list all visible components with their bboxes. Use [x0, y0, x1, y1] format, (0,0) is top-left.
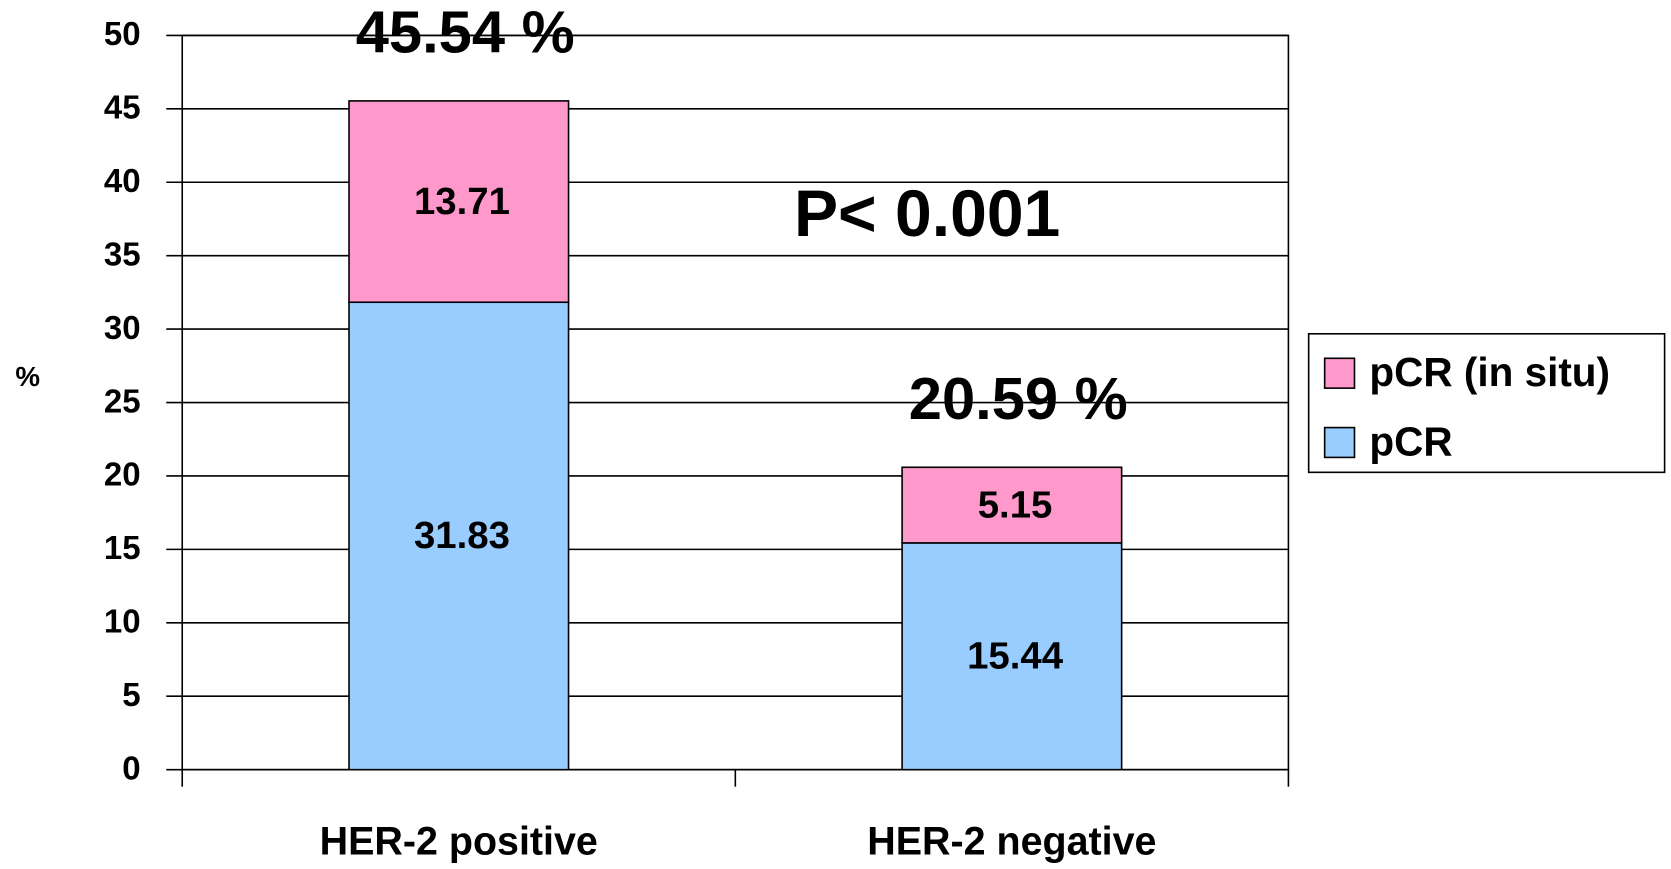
y-tick-label: 35 — [104, 235, 141, 272]
x-tick-label: HER-2 positive — [320, 820, 598, 864]
bar-segment — [348, 301, 570, 771]
bar-segment — [901, 466, 1123, 544]
y-tick-label: 20 — [104, 456, 141, 493]
data-label: 31.83 — [414, 514, 510, 557]
bar-segment — [348, 100, 570, 304]
legend-swatch — [1323, 426, 1356, 459]
legend-label: pCR (in situ) — [1369, 349, 1610, 395]
total-label: 20.59 % — [909, 365, 1128, 432]
legend-swatch — [1323, 357, 1356, 389]
y-tick-label: 40 — [104, 162, 141, 199]
y-tick-label: 45 — [104, 89, 141, 126]
y-tick-label: 0 — [122, 749, 140, 786]
y-tick-label: 50 — [104, 15, 141, 52]
annotation: P< 0.001 — [794, 177, 1060, 251]
data-label: 13.71 — [414, 180, 510, 223]
total-label: 45.54 % — [356, 0, 575, 66]
y-tick-label: 5 — [122, 676, 140, 713]
legend-label: pCR — [1369, 418, 1452, 464]
y-tick-label: 15 — [104, 529, 141, 566]
y-tick-label: 30 — [104, 309, 141, 346]
y-tick-label: 10 — [104, 603, 141, 640]
data-label: 15.44 — [967, 635, 1064, 678]
data-label: 5.15 — [978, 483, 1053, 526]
y-tick-label: 25 — [104, 382, 141, 419]
legend-box — [1307, 332, 1666, 474]
y-axis-label: % — [15, 361, 40, 392]
x-tick-label: HER-2 negative — [867, 820, 1156, 864]
